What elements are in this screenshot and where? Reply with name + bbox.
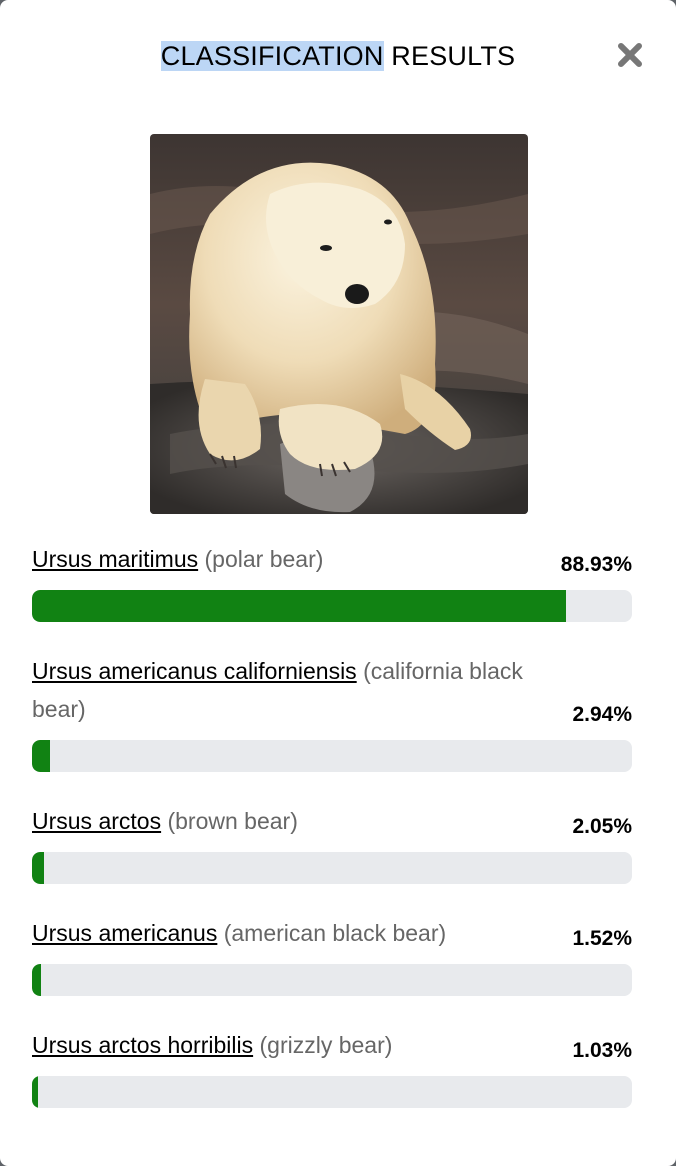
confidence-bar <box>32 964 632 996</box>
result-label-row: Ursus americanus californiensis (califor… <box>32 652 632 728</box>
confidence-percent: 2.94% <box>572 703 632 726</box>
confidence-bar-fill <box>32 590 566 622</box>
result-item: Ursus maritimus (polar bear) 88.93% <box>32 540 632 622</box>
common-name: (polar bear) <box>204 546 324 572</box>
confidence-bar-fill <box>32 740 50 772</box>
confidence-bar <box>32 852 632 884</box>
common-name: (grizzly bear) <box>259 1032 393 1058</box>
results-list: Ursus maritimus (polar bear) 88.93% Ursu… <box>32 540 632 1138</box>
scientific-name-link[interactable]: Ursus arctos <box>32 808 162 834</box>
title-rest: RESULTS <box>391 41 516 71</box>
result-label-row: Ursus maritimus (polar bear) 88.93% <box>32 540 632 578</box>
confidence-percent: 1.03% <box>572 1039 632 1062</box>
scientific-name-link[interactable]: Ursus americanus californiensis <box>32 658 357 684</box>
result-item: Ursus arctos horribilis (grizzly bear) 1… <box>32 1026 632 1108</box>
result-label-row: Ursus americanus (american black bear) 1… <box>32 914 632 952</box>
result-item: Ursus arctos (brown bear) 2.05% <box>32 802 632 884</box>
polar-bear-image <box>150 134 528 514</box>
common-name: (brown bear) <box>167 808 298 834</box>
common-name: (california black bear) <box>32 658 523 722</box>
confidence-bar-fill <box>32 1076 39 1108</box>
modal-title: CLASSIFICATION RESULTS <box>0 36 676 76</box>
result-label-row: Ursus arctos (brown bear) 2.05% <box>32 802 632 840</box>
close-button[interactable] <box>616 41 644 69</box>
scientific-name-link[interactable]: Ursus arctos horribilis <box>32 1032 254 1058</box>
result-item: Ursus americanus (american black bear) 1… <box>32 914 632 996</box>
confidence-percent: 2.05% <box>572 815 632 838</box>
scientific-name-link[interactable]: Ursus americanus <box>32 920 218 946</box>
confidence-bar <box>32 590 632 622</box>
confidence-percent: 88.93% <box>560 553 632 576</box>
title-highlighted-word: CLASSIFICATION <box>160 41 384 71</box>
result-item: Ursus americanus californiensis (califor… <box>32 652 632 772</box>
common-name: (american black bear) <box>223 920 447 946</box>
confidence-bar <box>32 740 632 772</box>
confidence-percent: 1.52% <box>572 927 632 950</box>
classified-image <box>150 134 528 514</box>
close-icon <box>618 43 642 67</box>
result-label-row: Ursus arctos horribilis (grizzly bear) 1… <box>32 1026 632 1064</box>
scientific-name-link[interactable]: Ursus maritimus <box>32 546 199 572</box>
confidence-bar-fill <box>32 852 45 884</box>
confidence-bar <box>32 1076 632 1108</box>
confidence-bar-fill <box>32 964 42 996</box>
